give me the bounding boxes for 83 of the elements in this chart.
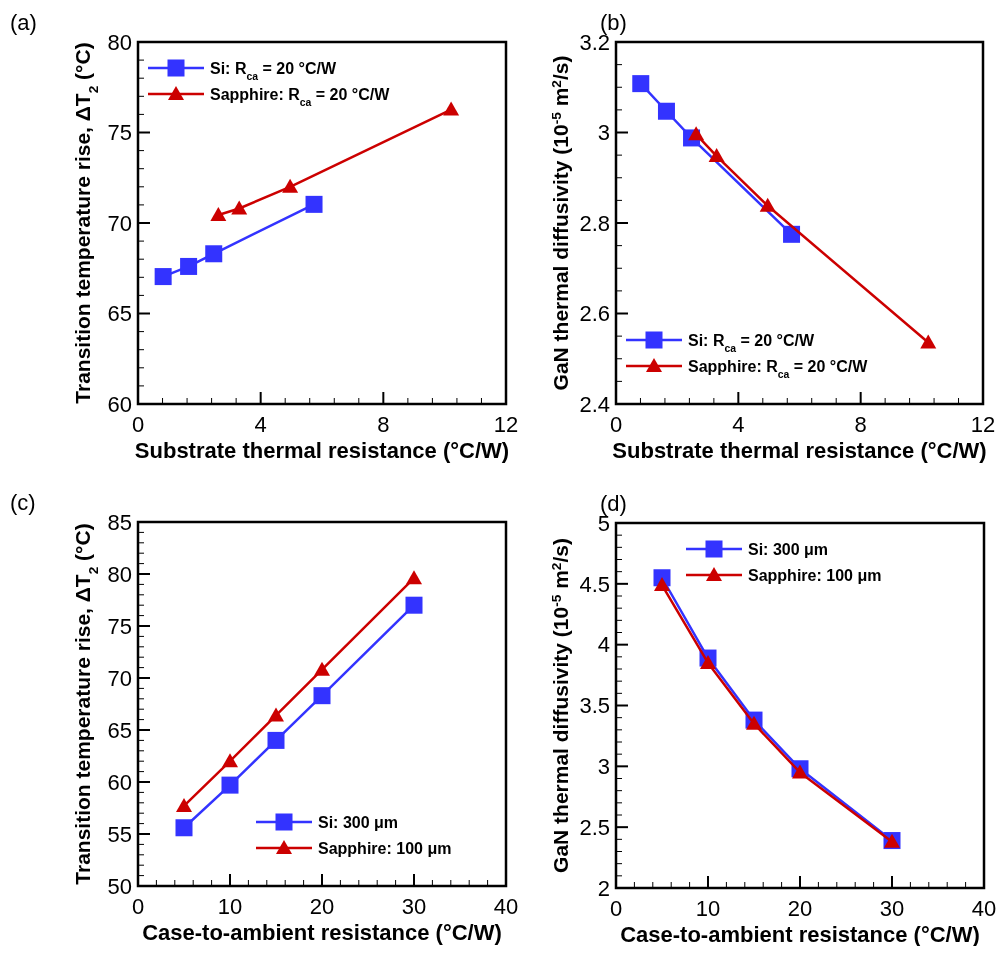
x-axis-title: Case-to-ambient resistance (°C/W): [142, 920, 502, 945]
legend-label: Si: R$_{ca}$ = 20 °C/W: [688, 331, 815, 354]
legend-label: Sapphire: 100 μm: [748, 566, 882, 584]
y-tick-label: 70: [107, 210, 132, 236]
point: [688, 126, 705, 141]
y-tick-label: 2.6: [579, 301, 610, 327]
point: [210, 207, 227, 222]
point: [920, 334, 937, 349]
point: [759, 197, 776, 212]
point: [154, 268, 172, 286]
point: [746, 715, 762, 730]
x-tick-label: 4: [732, 412, 745, 437]
point: [405, 596, 423, 614]
x-tick-label: 30: [879, 896, 905, 921]
y-tick-label: 85: [107, 509, 132, 535]
legend-label: Sapphire: R$_{ca}$ = 20 °C/W: [688, 357, 869, 380]
x-tick-label: 0: [609, 896, 623, 921]
y-tick-label: 75: [107, 120, 132, 146]
point: [305, 195, 323, 213]
legend-label: Si: 300 μm: [748, 540, 829, 558]
x-tick-label: 10: [217, 894, 243, 919]
point: [406, 570, 422, 585]
y-tick-label: 50: [107, 873, 132, 899]
y-tick-label: 60: [107, 769, 132, 795]
point: [632, 75, 650, 93]
x-axis-title: Substrate thermal resistance (°C/W): [134, 438, 510, 463]
x-tick-label: 4: [254, 412, 267, 437]
point: [231, 200, 248, 215]
y-tick-label: 2.5: [579, 814, 610, 840]
y-tick-label: 70: [107, 665, 132, 691]
point: [654, 577, 670, 592]
x-tick-label: 0: [131, 412, 145, 437]
x-tick-label: 8: [854, 412, 867, 437]
y-tick-label: 65: [107, 717, 132, 743]
y-tick-label: 80: [107, 561, 132, 587]
point: [175, 819, 193, 837]
y-tick-label: 3: [597, 120, 610, 146]
chart-title: (c): [10, 490, 36, 515]
x-tick-label: 20: [787, 896, 813, 921]
point: [268, 707, 284, 722]
point: [313, 687, 331, 705]
y-tick-label: 2.4: [579, 391, 610, 417]
y-tick-label: 65: [107, 301, 132, 327]
y-tick-label: 80: [107, 29, 132, 55]
x-axis-title: Case-to-ambient resistance (°C/W): [620, 922, 980, 947]
x-tick-label: 10: [695, 896, 721, 921]
point: [700, 654, 716, 669]
x-tick-label: 8: [377, 412, 390, 437]
x-tick-label: 40: [493, 894, 519, 919]
point: [176, 797, 192, 812]
point: [205, 245, 223, 263]
x-tick-label: 0: [131, 894, 145, 919]
y-tick-label: 4.5: [579, 571, 610, 597]
point: [267, 731, 285, 749]
x-tick-label: 12: [970, 412, 996, 437]
point: [221, 776, 239, 794]
y-tick-label: 75: [107, 613, 132, 639]
point: [314, 661, 330, 676]
legend-label: Sapphire: R$_{ca}$ = 20 °C/W: [210, 85, 391, 108]
point: [708, 148, 725, 163]
point: [180, 257, 198, 275]
point: [282, 178, 299, 193]
legend-label: Si: 300 μm: [318, 813, 399, 831]
x-tick-label: 12: [493, 412, 519, 437]
y-tick-label: 2.8: [579, 210, 610, 236]
x-tick-label: 30: [401, 894, 427, 919]
point: [657, 102, 675, 120]
y-tick-label: 3.5: [579, 693, 610, 719]
y-tick-label: 55: [107, 821, 132, 847]
y-tick-label: 3: [597, 754, 610, 780]
chart-title: (a): [10, 10, 37, 35]
x-tick-label: 40: [971, 896, 997, 921]
x-tick-label: 20: [309, 894, 335, 919]
x-tick-label: 0: [609, 412, 623, 437]
legend-label: Sapphire: 100 μm: [318, 839, 452, 857]
point: [792, 764, 808, 779]
y-tick-label: 4: [597, 632, 610, 658]
y-tick-label: 2: [597, 875, 610, 901]
point: [443, 101, 460, 116]
point: [222, 753, 238, 768]
x-axis-title: Substrate thermal resistance (°C/W): [612, 438, 987, 463]
legend-label: Si: R$_{ca}$ = 20 °C/W: [210, 59, 337, 82]
y-tick-label: 60: [107, 391, 132, 417]
